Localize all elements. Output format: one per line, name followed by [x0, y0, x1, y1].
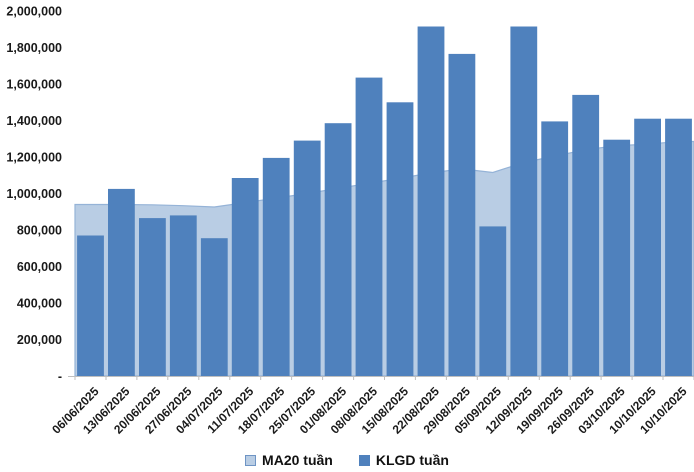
y-tick-label: 600,000 — [17, 260, 62, 274]
y-tick-label: 1,000,000 — [6, 187, 62, 201]
klgd-bar — [572, 94, 600, 377]
klgd-bar — [665, 118, 692, 376]
klgd-bar — [417, 26, 445, 376]
klgd-bar — [355, 77, 383, 376]
klgd-bar — [541, 121, 569, 377]
legend-item-klgd: KLGD tuần — [358, 452, 449, 468]
y-tick-label: 400,000 — [17, 297, 62, 311]
klgd-bar — [386, 102, 414, 377]
klgd-bar — [448, 53, 476, 377]
y-tick-label: 1,200,000 — [6, 151, 62, 165]
klgd-bar — [262, 157, 290, 376]
y-tick-label: 800,000 — [17, 224, 62, 238]
ma20-legend-label: MA20 tuần — [262, 452, 333, 468]
ma20-area — [74, 140, 694, 377]
y-tick-label: 2,000,000 — [6, 5, 62, 19]
y-tick-label: 1,800,000 — [6, 41, 62, 55]
klgd-bar — [510, 26, 538, 376]
y-tick-label: 1,400,000 — [6, 114, 62, 128]
klgd-legend-label: KLGD tuần — [375, 452, 449, 468]
klgd-bar — [200, 238, 228, 376]
legend-item-ma20: MA20 tuần — [245, 452, 333, 468]
y-tick-label: 200,000 — [17, 333, 62, 347]
klgd-swatch-icon — [358, 454, 370, 466]
klgd-bar — [634, 118, 661, 376]
klgd-bar — [139, 218, 166, 376]
klgd-bar — [169, 215, 197, 376]
ma20-swatch-icon — [245, 454, 257, 466]
y-tick-label: - — [58, 370, 62, 384]
klgd-bar — [77, 235, 104, 376]
klgd-bar — [293, 140, 321, 376]
klgd-bar — [479, 226, 507, 376]
chart-legend: MA20 tuần KLGD tuần — [0, 452, 694, 468]
klgd-bar — [324, 123, 352, 376]
y-tick-label: 1,600,000 — [6, 78, 62, 92]
klgd-bar — [108, 188, 135, 376]
klgd-bar — [603, 139, 631, 376]
klgd-bar — [231, 178, 259, 376]
